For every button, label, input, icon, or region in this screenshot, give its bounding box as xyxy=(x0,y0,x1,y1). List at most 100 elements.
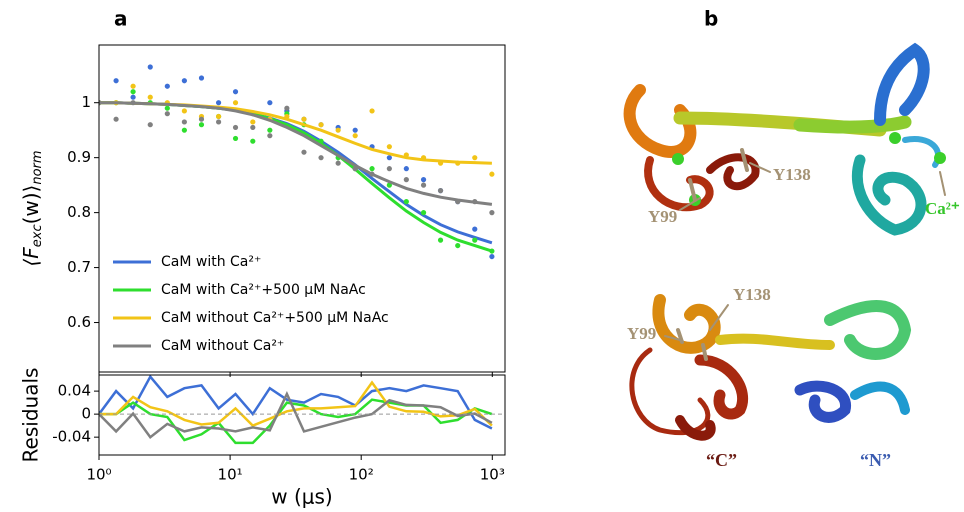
data-point xyxy=(250,124,256,131)
data-point xyxy=(198,122,205,128)
ribbon xyxy=(629,347,711,436)
data-point xyxy=(232,100,239,106)
data-point xyxy=(437,188,444,194)
data-point xyxy=(113,116,119,122)
plot-area xyxy=(99,64,495,260)
data-point xyxy=(403,199,409,205)
data-point xyxy=(455,242,461,249)
residual-line xyxy=(99,391,493,439)
data-point xyxy=(403,166,409,172)
legend-label: CaM with Ca²⁺ xyxy=(161,254,261,270)
y-axis-label-part: ⟨F xyxy=(19,247,43,267)
residual-line xyxy=(99,375,493,430)
data-point xyxy=(130,89,136,95)
arrow xyxy=(664,304,729,341)
ribbon xyxy=(851,154,927,236)
fit-line xyxy=(99,101,493,206)
y-tick-label: 1 xyxy=(81,93,91,111)
data-point xyxy=(352,127,358,133)
data-point xyxy=(164,83,170,89)
data-point xyxy=(181,108,187,114)
ribbon xyxy=(874,42,930,126)
data-point xyxy=(232,135,239,142)
data-point xyxy=(420,177,427,183)
data-point xyxy=(215,100,222,106)
y-tick-label: 0 xyxy=(81,405,91,423)
data-point xyxy=(318,155,324,161)
data-point xyxy=(352,133,358,139)
residual-line xyxy=(99,398,493,445)
data-point xyxy=(267,127,273,133)
ribbon xyxy=(902,136,942,168)
x-tick-label: 10⁰ xyxy=(86,466,111,484)
structure-label: Y138 xyxy=(773,165,811,184)
data-point xyxy=(181,127,187,133)
data-point xyxy=(369,166,375,172)
ribbon xyxy=(850,381,910,415)
ribbon xyxy=(623,84,697,158)
data-point xyxy=(267,100,273,106)
data-point xyxy=(301,149,307,155)
legend-label: CaM without Ca²⁺+500 μM NaAc xyxy=(161,310,389,326)
axes-frame xyxy=(98,374,506,456)
data-point xyxy=(489,210,495,216)
panel-label: a xyxy=(114,7,128,31)
data-point xyxy=(369,108,375,114)
ion xyxy=(889,132,901,144)
axes-frame xyxy=(98,44,506,373)
x-tick-label: 10³ xyxy=(480,466,505,484)
data-point xyxy=(181,78,187,84)
data-point xyxy=(335,127,341,133)
data-point xyxy=(472,155,478,161)
x-axis-label: w (μs) xyxy=(271,485,332,509)
data-point xyxy=(301,116,307,122)
ribbon xyxy=(706,153,760,191)
data-point xyxy=(420,210,427,216)
structure-label: “N” xyxy=(860,450,891,470)
data-point xyxy=(437,237,444,243)
y-tick-label: 0.7 xyxy=(67,258,91,276)
protein-structure-bottom xyxy=(629,294,912,441)
panel-label: b xyxy=(704,7,718,31)
ribbon xyxy=(794,380,851,423)
data-point xyxy=(164,105,170,111)
data-point xyxy=(472,226,478,232)
ion xyxy=(672,153,684,165)
data-point xyxy=(250,138,256,144)
legend-label: CaM with Ca²⁺+500 μM NaAc xyxy=(161,282,366,298)
data-point xyxy=(386,155,392,161)
data-point xyxy=(267,133,273,139)
fit-line xyxy=(99,101,493,245)
ribbon xyxy=(824,300,912,360)
y-axis-label-part: (w)⟩ xyxy=(19,185,43,225)
data-point xyxy=(489,171,495,177)
structure-label: Y99 xyxy=(648,207,677,226)
data-point xyxy=(164,111,170,117)
fit-line xyxy=(99,101,493,253)
ion xyxy=(934,152,946,164)
data-point xyxy=(215,113,222,120)
y-axis-label-part: norm xyxy=(30,150,45,184)
data-point xyxy=(386,144,392,150)
structure-label: “C” xyxy=(706,450,737,470)
data-point xyxy=(130,83,136,89)
data-point xyxy=(130,94,136,100)
structure-label: Y138 xyxy=(733,285,771,304)
data-point xyxy=(284,105,290,111)
data-point xyxy=(472,237,478,243)
data-point xyxy=(386,166,392,172)
helix xyxy=(715,333,835,350)
residue xyxy=(676,328,708,361)
structure-label: Ca²⁺ xyxy=(925,199,960,218)
ribbon xyxy=(652,294,721,354)
data-point xyxy=(232,124,239,131)
helix xyxy=(793,115,912,134)
ribbon xyxy=(644,156,714,212)
data-point xyxy=(489,253,495,260)
y-tick-label: 0.9 xyxy=(67,148,91,166)
y-tick-label: 0.6 xyxy=(67,313,91,331)
x-tick-label: 10² xyxy=(349,466,374,484)
data-point xyxy=(420,182,427,188)
data-point xyxy=(181,119,187,125)
